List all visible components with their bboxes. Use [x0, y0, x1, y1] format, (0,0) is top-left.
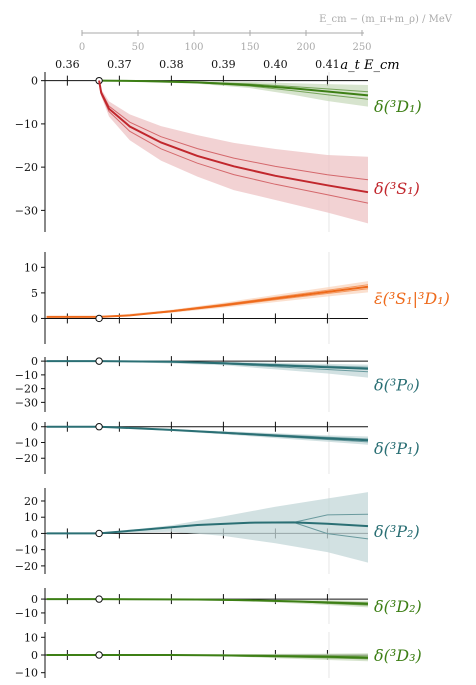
panel-5: 20 10 0 −10 −20 δ(³P₂) [15, 488, 420, 574]
threshold-marker [95, 595, 103, 603]
panel-4: 0 −10 −20 δ(³P₁) [15, 421, 420, 474]
y-tick-label: 20 [24, 495, 38, 508]
threshold-marker [95, 357, 103, 365]
panel-label: δ(³P₀) [374, 376, 420, 395]
y-tick-label: 0 [31, 527, 38, 540]
central-curve [46, 598, 369, 605]
top-energy-axis: E_cm − (m_π+m_ρ) / MeV 0 50 100 150 200 250 [79, 14, 453, 53]
y-tick-label: 10 [24, 511, 38, 524]
uncertainty-band [46, 281, 368, 318]
threshold-marker [95, 423, 103, 431]
top-axis-tick-label: 250 [352, 42, 371, 53]
y-tick-label: 0 [31, 649, 38, 662]
panel-3: 0−10−20−30 δ(³P₀) [15, 355, 420, 412]
central-curve [46, 425, 369, 442]
y-tick-label: −10 [15, 544, 38, 557]
x-tick-label: 0.37 [107, 58, 132, 71]
uncertainty-band [99, 492, 368, 563]
y-tick-label: −30 [15, 396, 38, 409]
central-curve [46, 521, 369, 535]
y-tick-label: −10 [15, 667, 38, 680]
panel-label: δ(³P₂) [374, 522, 420, 541]
panel-label: δ(³D₁) [374, 97, 422, 116]
top-axis-tick-label: 150 [240, 42, 259, 53]
central-curve [98, 80, 369, 194]
uncertainty-band [99, 426, 368, 445]
y-tick-label: 5 [31, 287, 38, 300]
panels: 0−10−20−30δ(³D₁)δ(³S₁)1050ε̄(³S₁|³D₁)0−1… [15, 72, 450, 680]
x-tick-label: 0.39 [211, 58, 236, 71]
x-axis-title: a_t E_cm [340, 58, 399, 73]
threshold-marker [95, 314, 103, 323]
y-tick-label: 0 [31, 312, 38, 325]
top-axis-tick-label: 50 [132, 42, 145, 53]
y-tick-label: 0 [31, 593, 38, 606]
y-tick-label: −10 [15, 607, 38, 620]
y-tick-label: 0 [31, 421, 38, 434]
panel-label: δ(³P₁) [374, 439, 420, 458]
y-tick-label: 10 [24, 631, 38, 644]
y-tick-label: −10 [15, 436, 38, 449]
y-tick-label: 0 [31, 355, 38, 368]
panel-1: δ(³S₁) [98, 80, 420, 224]
y-tick-label: −10 [15, 118, 38, 131]
y-tick-label: −30 [15, 204, 38, 217]
y-tick-label: −10 [15, 369, 38, 382]
y-tick-label: 0 [31, 75, 38, 88]
central-curve [46, 285, 369, 318]
uncertainty-band [99, 80, 368, 224]
central-curve [99, 79, 369, 97]
x-tick-label: 0.36 [55, 58, 80, 71]
threshold-marker [95, 529, 103, 538]
threshold-marker [95, 651, 103, 659]
x-tick-label: 0.38 [159, 58, 184, 71]
y-tick-label: −20 [15, 560, 38, 573]
top-axis-tick-label: 100 [184, 42, 203, 53]
panel-label: δ(³D₃) [374, 646, 422, 665]
y-tick-label: 10 [24, 261, 38, 274]
top-axis-tick-label: 200 [296, 42, 315, 53]
y-tick-label: −20 [15, 452, 38, 465]
panel-label: δ(³S₁) [374, 179, 420, 198]
x-tick-label: 0.41 [315, 58, 340, 71]
panel-6: 0−10 δ(³D₂) [15, 588, 422, 624]
panel-label: ε̄(³S₁|³D₁) [374, 289, 450, 308]
panel-7: 10 0 −10 δ(³D₃) [15, 631, 422, 679]
y-tick-label: −20 [15, 161, 38, 174]
lattice-energy-axis: 0.36 0.37 0.38 0.39 0.40 0.41 a_t E_cm [55, 58, 399, 73]
panel-label: δ(³D₂) [374, 597, 422, 616]
y-tick-label: −20 [15, 383, 38, 396]
top-axis-tick-label: 0 [79, 42, 85, 53]
x-tick-label: 0.40 [263, 58, 288, 71]
top-axis-title: E_cm − (m_π+m_ρ) / MeV [319, 14, 453, 25]
panel-2: 10 5 0 ε̄(³S₁|³D₁) [24, 252, 450, 344]
